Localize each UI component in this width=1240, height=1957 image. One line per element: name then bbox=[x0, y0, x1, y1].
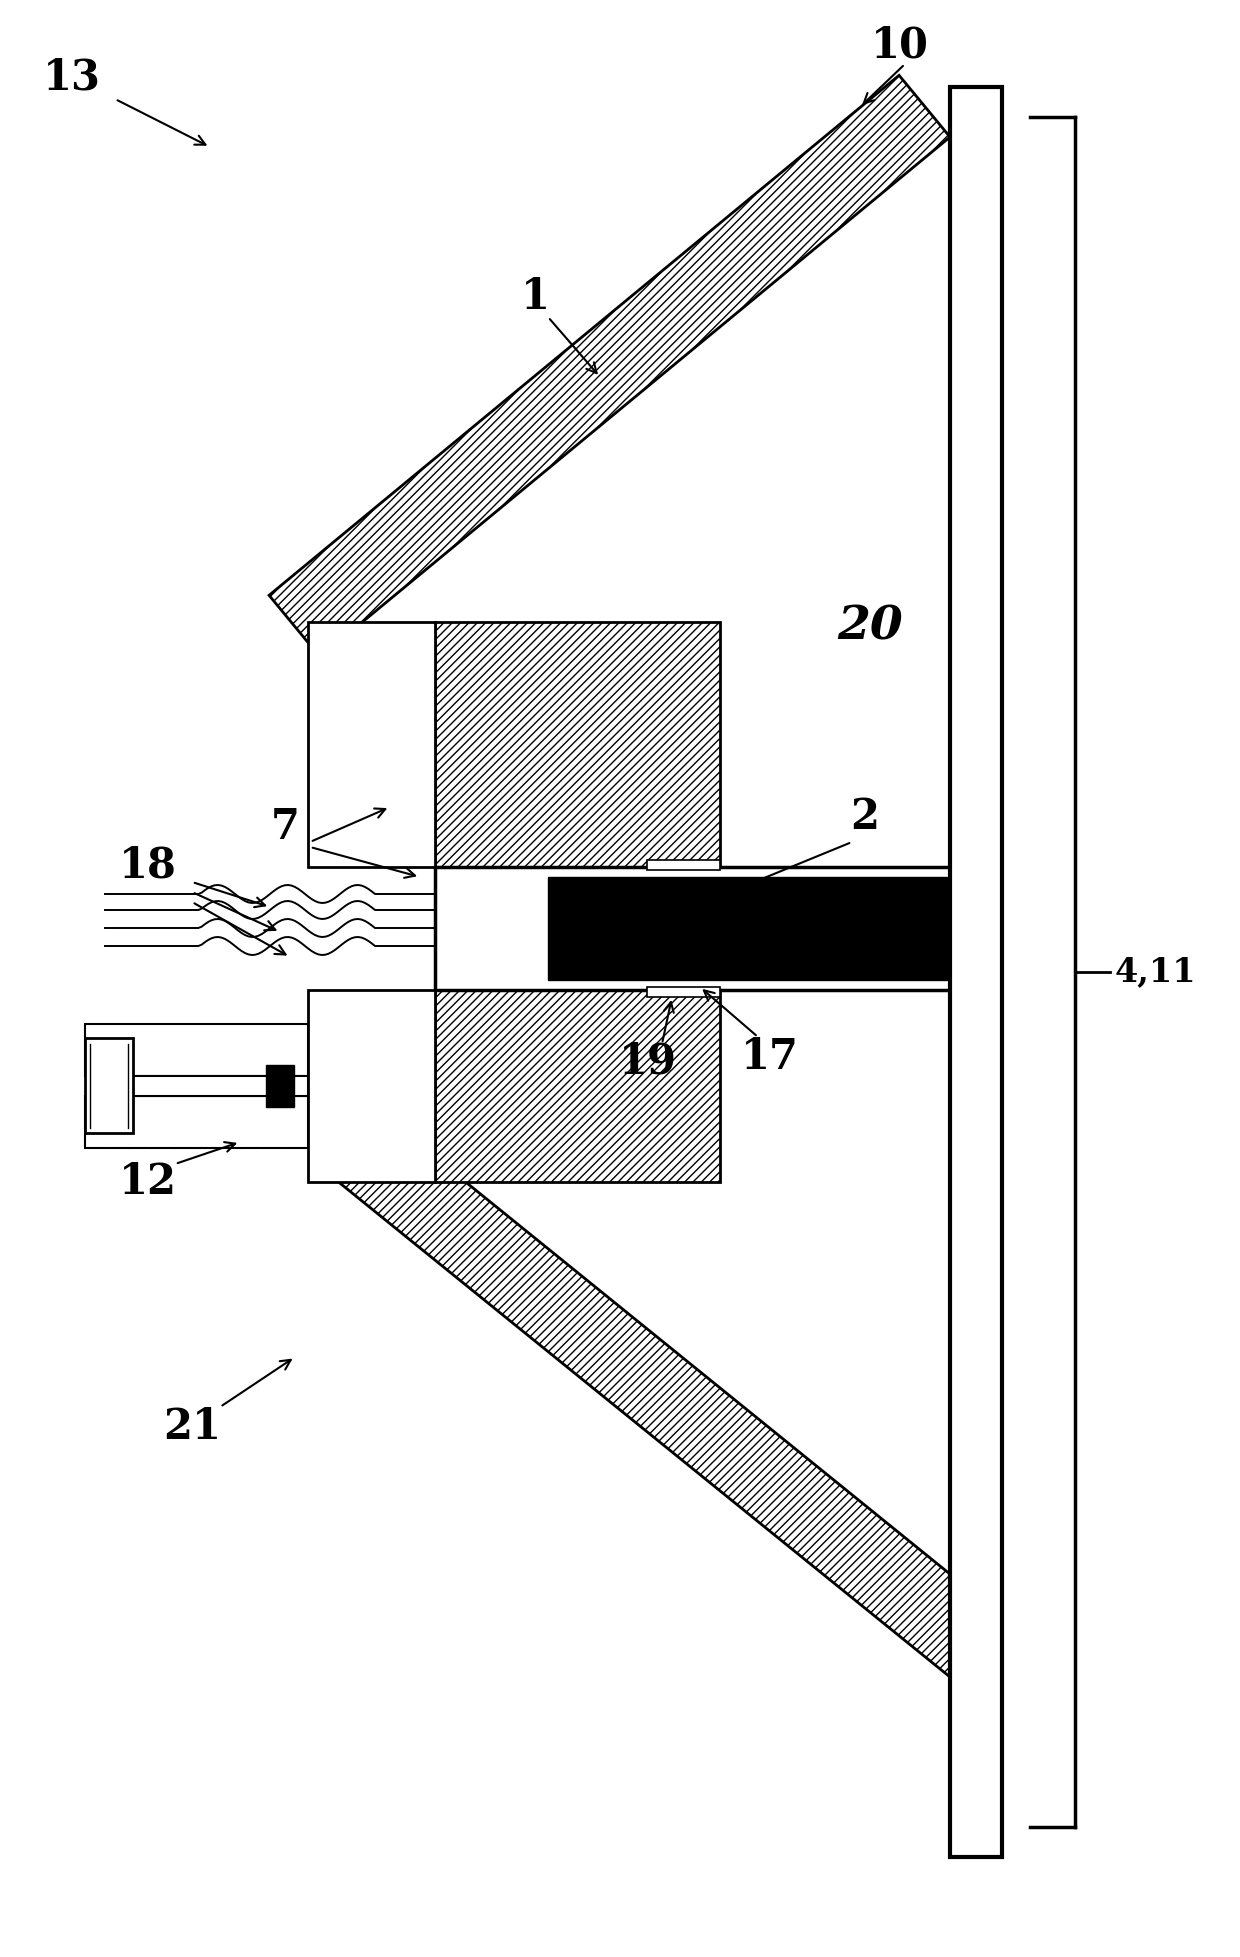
Bar bbox=[86, 1037, 133, 1133]
Text: 21: 21 bbox=[162, 1405, 221, 1448]
Bar bbox=[435, 990, 720, 1182]
Text: 12: 12 bbox=[119, 1161, 177, 1204]
Bar bbox=[308, 622, 435, 867]
Bar bbox=[548, 877, 947, 980]
Bar bbox=[435, 622, 720, 867]
Text: 10: 10 bbox=[870, 23, 929, 67]
Bar bbox=[647, 986, 720, 996]
Text: 13: 13 bbox=[43, 57, 100, 98]
Bar bbox=[89, 1043, 129, 1127]
Text: 20: 20 bbox=[837, 605, 903, 650]
Bar bbox=[133, 1076, 308, 1096]
Text: 19: 19 bbox=[619, 1041, 677, 1082]
Bar bbox=[86, 1024, 308, 1076]
Text: 18: 18 bbox=[119, 843, 177, 887]
Bar bbox=[950, 86, 1002, 1857]
Text: 1: 1 bbox=[521, 276, 549, 317]
Bar bbox=[647, 859, 720, 871]
Polygon shape bbox=[320, 1106, 1001, 1677]
Text: 17: 17 bbox=[742, 1035, 799, 1078]
Bar bbox=[267, 1065, 294, 1108]
Text: 7: 7 bbox=[270, 806, 299, 847]
Text: 2: 2 bbox=[851, 796, 879, 838]
Bar bbox=[86, 1096, 308, 1149]
Text: 4,11: 4,11 bbox=[1115, 955, 1195, 988]
Bar bbox=[308, 990, 435, 1182]
Bar bbox=[435, 867, 952, 990]
Polygon shape bbox=[269, 74, 950, 658]
